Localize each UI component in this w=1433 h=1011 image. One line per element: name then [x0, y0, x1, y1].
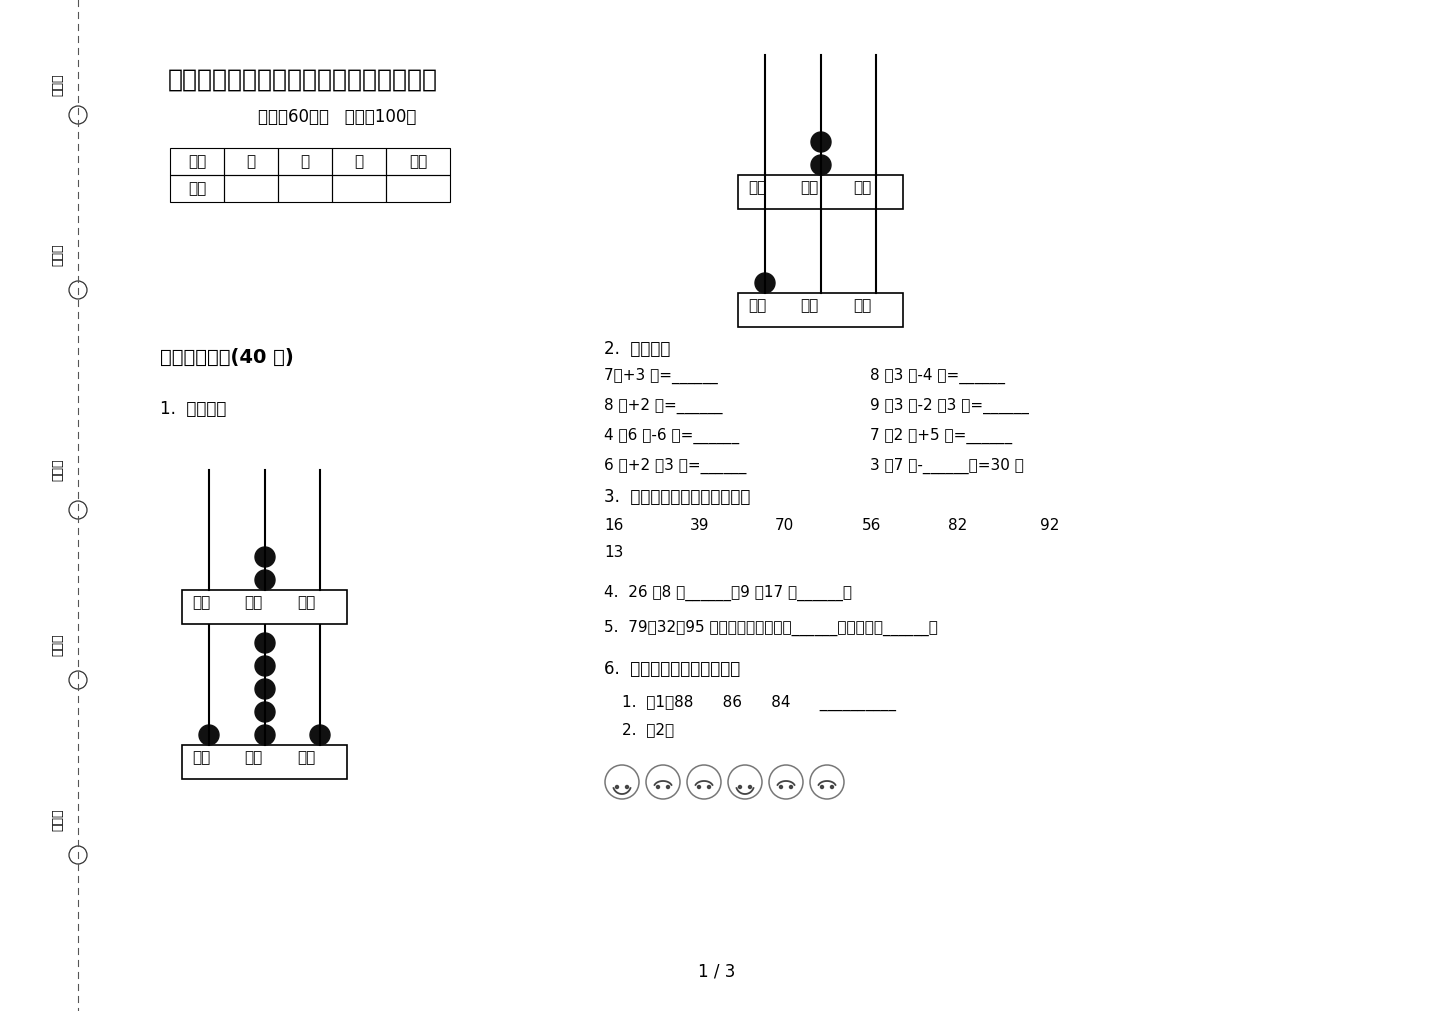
Circle shape [255, 679, 275, 699]
Text: 2.  （2）: 2. （2） [622, 722, 674, 737]
Text: 1.  （1）88      86      84      __________: 1. （1）88 86 84 __________ [622, 695, 896, 711]
Text: 得分: 得分 [188, 181, 206, 196]
Text: 总分: 总分 [408, 154, 427, 169]
Bar [332, 175, 385, 202]
Text: 3.  按从小到大排列下面的数。: 3. 按从小到大排列下面的数。 [603, 488, 751, 506]
Text: 考号：: 考号： [52, 74, 64, 96]
Circle shape [666, 786, 669, 789]
Circle shape [748, 786, 751, 789]
Text: 39: 39 [691, 518, 709, 533]
Text: 个位: 个位 [297, 750, 315, 765]
Text: 56: 56 [863, 518, 881, 533]
Text: 百位: 百位 [748, 180, 767, 195]
Bar [224, 175, 278, 202]
Circle shape [811, 132, 831, 152]
Circle shape [790, 786, 792, 789]
Text: 姓名：: 姓名： [52, 459, 64, 481]
Circle shape [616, 786, 619, 789]
Circle shape [255, 656, 275, 676]
Text: 1 / 3: 1 / 3 [698, 962, 735, 980]
Text: 1.  看图写数: 1. 看图写数 [160, 400, 226, 418]
Circle shape [780, 786, 782, 789]
Circle shape [255, 570, 275, 590]
Circle shape [255, 547, 275, 567]
Text: 苏教版一年级下学期积累数学期末模拟试: 苏教版一年级下学期积累数学期末模拟试 [168, 68, 438, 92]
Text: 3 角7 分-______分=30 分: 3 角7 分-______分=30 分 [870, 458, 1023, 474]
Text: 5.  79、32、95 三个数中，最大的是______，最小的是______。: 5. 79、32、95 三个数中，最大的是______，最小的是______。 [603, 620, 937, 636]
Bar [182, 590, 347, 624]
Circle shape [255, 725, 275, 745]
Circle shape [708, 786, 711, 789]
Text: 82: 82 [949, 518, 967, 533]
Text: 7元+3 元=______: 7元+3 元=______ [603, 368, 718, 384]
Text: 2.  算一算。: 2. 算一算。 [603, 340, 671, 358]
Text: 6 角+2 角3 分=______: 6 角+2 角3 分=______ [603, 458, 747, 474]
Bar [171, 175, 224, 202]
Text: 7 角2 分+5 分=______: 7 角2 分+5 分=______ [870, 428, 1012, 444]
Bar [182, 745, 347, 779]
Bar [738, 293, 903, 327]
Text: 6.  找规律填一填，画一画。: 6. 找规律填一填，画一画。 [603, 660, 741, 678]
Circle shape [625, 786, 629, 789]
Bar [332, 148, 385, 175]
Text: 个位: 个位 [853, 298, 871, 313]
Circle shape [199, 725, 219, 745]
Text: 百位: 百位 [748, 298, 767, 313]
Text: 三: 三 [354, 154, 364, 169]
Text: 学校：: 学校： [52, 809, 64, 831]
Text: 个位: 个位 [297, 595, 315, 610]
Text: 百位: 百位 [192, 595, 211, 610]
Text: 班级：: 班级： [52, 634, 64, 656]
Text: 9 元3 角-2 元3 角=______: 9 元3 角-2 元3 角=______ [870, 398, 1029, 415]
Text: 8 角3 分-4 角=______: 8 角3 分-4 角=______ [870, 368, 1005, 384]
Bar [278, 175, 332, 202]
Text: 题号: 题号 [188, 154, 206, 169]
Text: 十位: 十位 [800, 298, 818, 313]
Circle shape [811, 155, 831, 175]
Circle shape [698, 786, 701, 789]
Text: 考场：: 考场： [52, 244, 64, 266]
Text: 个位: 个位 [853, 180, 871, 195]
Text: 一、基础练习(40 分): 一、基础练习(40 分) [160, 348, 294, 367]
Circle shape [310, 725, 330, 745]
Bar [171, 148, 224, 175]
Bar [224, 148, 278, 175]
Text: 8 分+2 分=______: 8 分+2 分=______ [603, 398, 722, 415]
Circle shape [738, 786, 741, 789]
Circle shape [831, 786, 834, 789]
Circle shape [755, 273, 775, 293]
Text: 70: 70 [775, 518, 794, 533]
Text: 16: 16 [603, 518, 623, 533]
Bar [385, 175, 450, 202]
Circle shape [255, 633, 275, 653]
Text: 十位: 十位 [244, 750, 262, 765]
Circle shape [656, 786, 659, 789]
Circle shape [821, 786, 824, 789]
Bar [278, 148, 332, 175]
Bar [385, 148, 450, 175]
Text: 时间：60分钟   满分：100分: 时间：60分钟 满分：100分 [258, 108, 417, 126]
Text: 十位: 十位 [800, 180, 818, 195]
Text: 一: 一 [246, 154, 255, 169]
Text: 十位: 十位 [244, 595, 262, 610]
Text: 4 角6 分-6 分=______: 4 角6 分-6 分=______ [603, 428, 739, 444]
Text: 13: 13 [603, 545, 623, 560]
Circle shape [255, 702, 275, 722]
Text: 二: 二 [301, 154, 310, 169]
Text: 4.  26 比8 多______。9 比17 少______。: 4. 26 比8 多______。9 比17 少______。 [603, 585, 853, 602]
Text: 92: 92 [1040, 518, 1059, 533]
Bar [738, 175, 903, 209]
Text: 百位: 百位 [192, 750, 211, 765]
